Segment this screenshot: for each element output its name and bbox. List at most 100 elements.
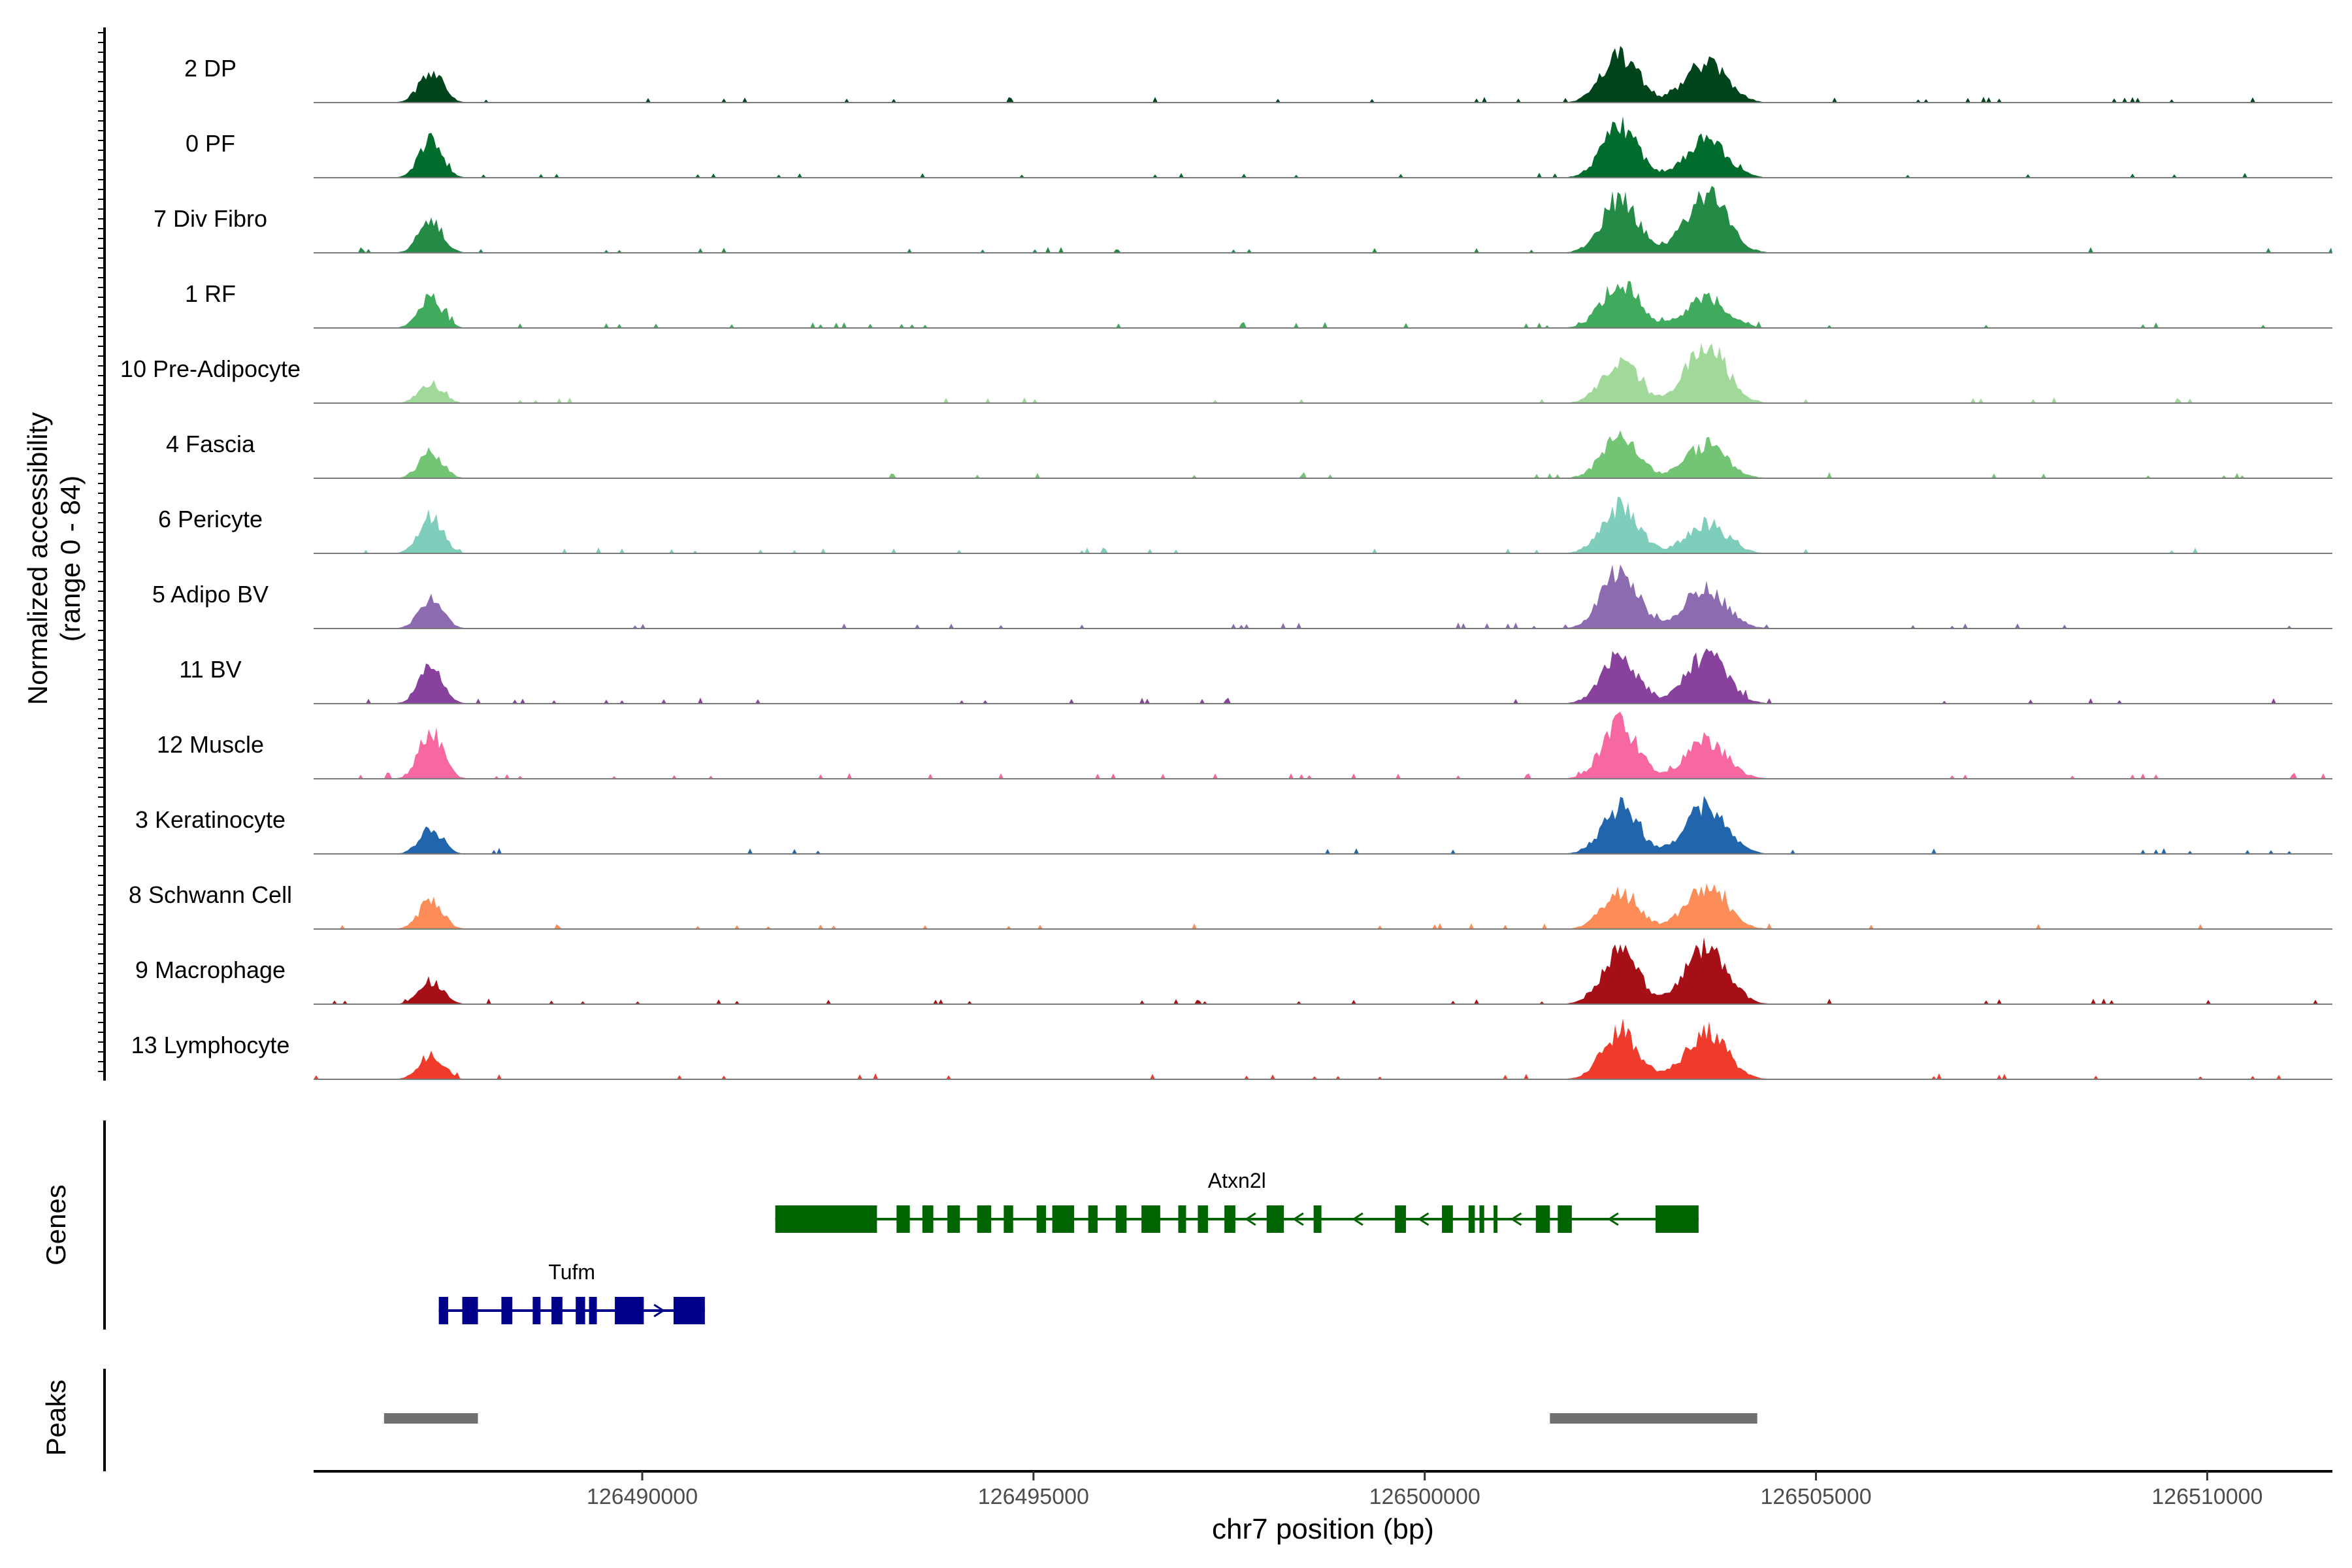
- coverage-area: [314, 937, 2332, 1004]
- coverage-area: [314, 186, 2332, 253]
- track-7-div-fibro: 7 Div Fibro: [154, 186, 2332, 253]
- gene-exon: [501, 1297, 513, 1324]
- gene-exon: [615, 1297, 644, 1324]
- strand-arrow: [1245, 1212, 1256, 1226]
- coverage-tracks: 2 DP 0 PF 7 Div Fibro 1 RF 10 Pre-Adipocyte 4…: [98, 27, 2332, 1081]
- gene-exon: [1468, 1205, 1475, 1233]
- track-0-pf: 0 PF: [186, 116, 2332, 178]
- gene-exon: [1494, 1205, 1498, 1233]
- track-label: 0 PF: [186, 130, 235, 157]
- coverage-area: [314, 796, 2332, 854]
- coverage-y-axis: Normalized accessibility (range 0 - 84): [22, 412, 86, 705]
- gene-exon: [673, 1297, 705, 1324]
- coverage-area: [314, 497, 2332, 553]
- coverage-area: [314, 648, 2332, 704]
- x-tick-label: 126510000: [2151, 1484, 2262, 1509]
- gene-atxn2l: Atxn2l: [775, 1169, 1699, 1233]
- gene-exon: [1442, 1205, 1453, 1233]
- gene-exon: [896, 1205, 910, 1233]
- coverage-area: [314, 564, 2332, 629]
- gene-tufm: Tufm: [438, 1260, 705, 1324]
- gene-name-label: Tufm: [548, 1260, 595, 1284]
- gene-exon: [1198, 1205, 1208, 1233]
- gene-exon: [462, 1297, 478, 1324]
- gene-models: Atxn2l Tufm: [438, 1169, 1699, 1324]
- track-label: 10 Pre-Adipocyte: [120, 355, 301, 382]
- track-label: 4 Fascia: [166, 431, 255, 457]
- gene-exon: [532, 1297, 541, 1324]
- track-label: 13 Lymphocyte: [131, 1032, 290, 1058]
- track-4-fascia: 4 Fascia: [166, 430, 2332, 479]
- coverage-area: [314, 430, 2332, 478]
- coverage-area: [314, 1018, 2332, 1079]
- peak-range-bar: [384, 1413, 478, 1424]
- gene-exon: [1224, 1205, 1235, 1233]
- peak-range-bar: [1550, 1413, 1757, 1424]
- track-label: 7 Div Fibro: [154, 205, 267, 232]
- gene-exon: [438, 1297, 448, 1324]
- x-tick-label: 126500000: [1369, 1484, 1480, 1509]
- track-label: 9 Macrophage: [135, 956, 286, 983]
- coverage-ylabel-line2: (range 0 - 84): [55, 476, 86, 642]
- gene-exon: [922, 1205, 934, 1233]
- gene-exon: [1558, 1205, 1572, 1233]
- gene-exon: [947, 1205, 960, 1233]
- coverage-area: [314, 343, 2332, 403]
- gene-exon: [576, 1297, 585, 1324]
- track-9-macrophage: 9 Macrophage: [135, 937, 2332, 1005]
- gene-exon: [1036, 1205, 1047, 1233]
- track-label: 6 Pericyte: [158, 506, 263, 532]
- coverage-area: [314, 116, 2332, 178]
- peaks-ylabel: Peaks: [41, 1380, 71, 1456]
- gene-exon: [1656, 1205, 1699, 1233]
- x-tick-label: 126505000: [1760, 1484, 1871, 1509]
- coverage-area: [314, 46, 2332, 103]
- gene-exon: [1535, 1205, 1550, 1233]
- genes-panel: Genes Atxn2l Tufm: [41, 1120, 1699, 1330]
- track-3-keratinocyte: 3 Keratinocyte: [135, 796, 2332, 855]
- peaks-panel: Peaks: [41, 1369, 1757, 1471]
- gene-exon: [1004, 1205, 1013, 1233]
- track-12-muscle: 12 Muscle: [157, 711, 2332, 779]
- x-axis-label: chr7 position (bp): [1212, 1513, 1434, 1545]
- coverage-area: [314, 883, 2332, 929]
- track-2-dp: 2 DP: [184, 46, 2332, 103]
- track-10-pre-adipocyte: 10 Pre-Adipocyte: [120, 343, 2332, 404]
- gene-exon: [589, 1297, 597, 1324]
- gene-exon: [1115, 1205, 1127, 1233]
- gene-exon: [551, 1297, 563, 1324]
- strand-arrow: [1510, 1212, 1522, 1226]
- genes-ylabel: Genes: [41, 1184, 71, 1266]
- coverage-ylabel-line1: Normalized accessibility: [22, 412, 53, 705]
- coverage-area: [314, 280, 2332, 328]
- x-tick-label: 126490000: [587, 1484, 698, 1509]
- strand-arrow: [1607, 1212, 1619, 1226]
- track-8-schwann-cell: 8 Schwann Cell: [129, 881, 2332, 930]
- x-tick-label: 126495000: [978, 1484, 1089, 1509]
- track-label: 1 RF: [185, 280, 236, 307]
- gene-exon: [1479, 1205, 1484, 1233]
- track-5-adipo-bv: 5 Adipo BV: [152, 564, 2332, 629]
- track-11-bv: 11 BV: [179, 648, 2332, 704]
- gene-exon: [775, 1205, 877, 1233]
- track-label: 2 DP: [184, 55, 237, 82]
- gene-exon: [1178, 1205, 1186, 1233]
- gene-exon: [1141, 1205, 1160, 1233]
- x-axis-ticks: 126490000 126495000 126500000 126505000 1265…: [587, 1471, 2262, 1509]
- track-6-pericyte: 6 Pericyte: [158, 497, 2332, 554]
- strand-arrow: [1352, 1212, 1364, 1226]
- gene-name-label: Atxn2l: [1208, 1169, 1266, 1192]
- gene-exon: [977, 1205, 992, 1233]
- track-label: 11 BV: [179, 656, 241, 683]
- gene-exon: [1052, 1205, 1075, 1233]
- track-13-lymphocyte: 13 Lymphocyte: [131, 1018, 2332, 1080]
- track-1-rf: 1 RF: [185, 280, 2332, 329]
- gene-exon: [1266, 1205, 1284, 1233]
- track-label: 12 Muscle: [157, 731, 264, 758]
- coverage-area: [314, 711, 2332, 779]
- track-label: 8 Schwann Cell: [129, 881, 292, 908]
- strand-arrow: [1292, 1212, 1304, 1226]
- gene-exon: [1395, 1205, 1406, 1233]
- gene-exon: [1313, 1205, 1322, 1233]
